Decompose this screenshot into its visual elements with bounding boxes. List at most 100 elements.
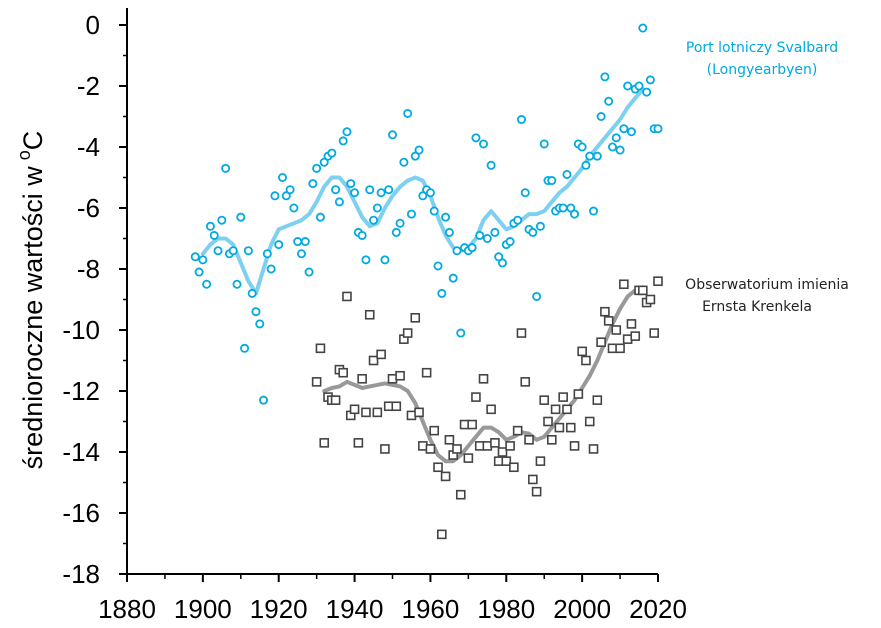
- point-svalbard: [619, 124, 629, 134]
- point-krenkel: [429, 425, 440, 436]
- point-krenkel: [577, 346, 587, 357]
- point-svalbard: [403, 108, 413, 118]
- point-svalbard: [289, 203, 299, 213]
- point-krenkel: [558, 392, 568, 402]
- trend-lines: [200, 87, 645, 464]
- point-svalbard: [528, 227, 538, 237]
- point-svalbard: [642, 87, 652, 97]
- y-axis-title-text: średnioroczne wartości w: [18, 166, 48, 470]
- point-svalbard: [547, 176, 557, 186]
- y-axis-title-unit: C: [18, 131, 48, 151]
- point-krenkel: [368, 355, 379, 366]
- point-svalbard: [190, 252, 200, 262]
- point-svalbard: [490, 227, 500, 237]
- x-tick-label: 1900: [174, 594, 232, 624]
- point-svalbard: [645, 75, 655, 85]
- point-krenkel: [372, 407, 383, 418]
- point-svalbard: [270, 191, 280, 201]
- point-krenkel: [338, 367, 348, 378]
- point-svalbard: [251, 307, 261, 317]
- point-krenkel: [524, 434, 534, 445]
- point-svalbard: [395, 218, 405, 228]
- point-krenkel: [444, 434, 455, 445]
- legend-krenkel-line-1: Obserwatorium imienia: [685, 277, 849, 293]
- point-krenkel: [463, 453, 474, 463]
- point-svalbard: [604, 96, 614, 106]
- point-svalbard: [312, 163, 322, 173]
- point-svalbard: [228, 246, 238, 256]
- point-svalbard: [520, 188, 530, 198]
- y-axis-title-unit-sup: o: [14, 150, 34, 160]
- point-krenkel: [630, 331, 641, 341]
- point-svalbard: [315, 212, 325, 222]
- point-krenkel: [512, 425, 523, 436]
- point-krenkel: [497, 447, 508, 457]
- point-krenkel: [584, 416, 595, 427]
- y-tick-label: -18: [62, 559, 100, 589]
- point-svalbard: [581, 160, 591, 170]
- point-svalbard: [296, 249, 306, 259]
- point-krenkel: [581, 355, 591, 366]
- point-krenkel: [319, 438, 330, 448]
- point-svalbard: [365, 185, 375, 195]
- point-krenkel: [600, 306, 610, 317]
- point-svalbard: [429, 206, 439, 216]
- point-krenkel: [638, 285, 648, 296]
- point-svalbard: [471, 133, 481, 143]
- point-svalbard: [357, 230, 367, 240]
- x-tick-label: 1940: [326, 594, 384, 624]
- point-krenkel: [414, 407, 424, 418]
- y-tick-label: -10: [62, 315, 100, 345]
- point-krenkel: [520, 377, 531, 387]
- point-svalbard: [558, 203, 568, 213]
- point-krenkel: [539, 395, 550, 405]
- point-svalbard: [285, 185, 295, 195]
- x-tick-label: 1920: [250, 594, 308, 624]
- point-svalbard: [433, 261, 443, 271]
- y-tick-label: 0: [86, 10, 100, 40]
- point-svalbard: [448, 273, 458, 283]
- point-svalbard: [198, 255, 208, 265]
- point-krenkel: [311, 377, 322, 387]
- point-krenkel: [649, 328, 660, 338]
- point-svalbard: [410, 151, 420, 161]
- point-svalbard: [213, 246, 223, 256]
- point-krenkel: [565, 422, 576, 433]
- point-svalbard: [611, 133, 621, 143]
- y-axis-ticks: 0 -2 -4 -6 -8 -10 -12 -14 -16 -18: [62, 10, 127, 589]
- point-svalbard: [209, 230, 219, 240]
- point-svalbard: [278, 172, 288, 182]
- point-svalbard: [638, 23, 648, 33]
- point-svalbard: [304, 267, 314, 277]
- point-krenkel: [395, 370, 405, 381]
- point-svalbard: [437, 288, 447, 298]
- point-svalbard: [338, 136, 348, 146]
- point-krenkel: [573, 389, 584, 399]
- point-krenkel: [478, 373, 489, 384]
- legend-svalbard-line-2: (Longyearbyen): [707, 62, 818, 78]
- point-krenkel: [410, 312, 421, 323]
- y-tick-label: -12: [62, 376, 100, 406]
- point-svalbard: [255, 319, 265, 329]
- point-krenkel: [645, 294, 656, 305]
- y-axis-title: średnioroczne wartości w oC: [14, 131, 48, 470]
- x-tick-label: 1980: [477, 594, 535, 624]
- point-svalbard: [391, 227, 401, 237]
- point-krenkel: [562, 404, 572, 415]
- point-svalbard: [380, 255, 390, 265]
- point-krenkel: [315, 343, 326, 354]
- point-svalbard: [243, 246, 253, 256]
- point-svalbard: [539, 139, 549, 149]
- data-points: [190, 23, 663, 540]
- point-svalbard: [205, 221, 215, 231]
- y-tick-label: -14: [62, 437, 100, 467]
- point-svalbard: [414, 145, 424, 155]
- point-svalbard: [274, 240, 284, 250]
- trend-line-svalbard: [200, 87, 645, 296]
- point-krenkel: [653, 276, 663, 287]
- point-krenkel: [501, 456, 512, 466]
- point-krenkel: [452, 444, 462, 454]
- point-svalbard: [293, 237, 303, 247]
- point-svalbard: [240, 343, 250, 353]
